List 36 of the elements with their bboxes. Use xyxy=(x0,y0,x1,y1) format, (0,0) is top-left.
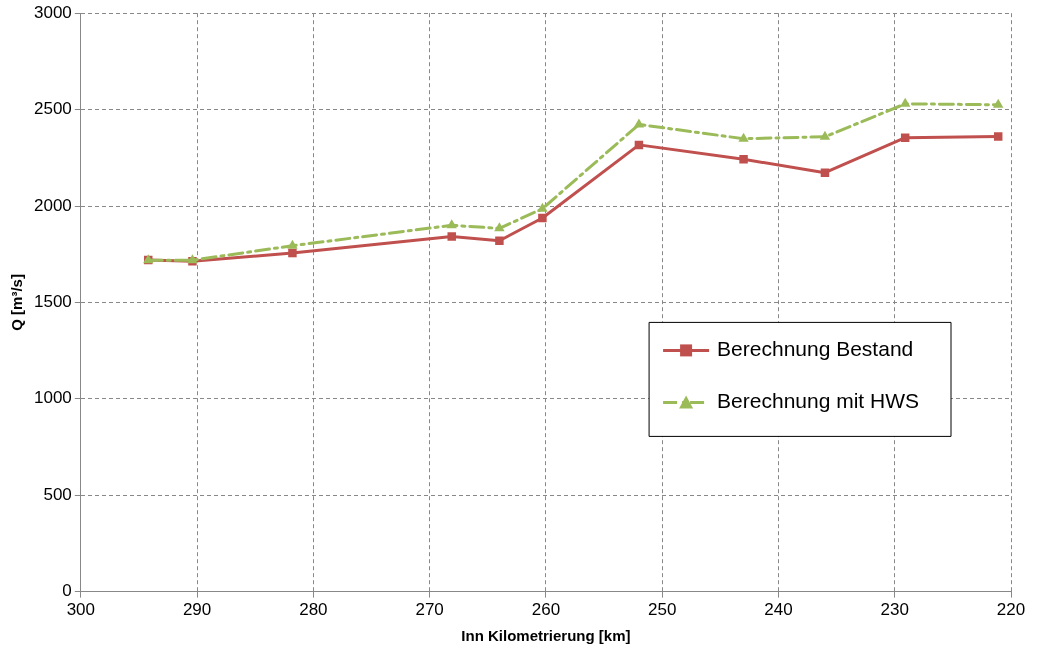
point xyxy=(738,132,749,142)
point xyxy=(446,219,457,229)
point xyxy=(288,248,297,258)
x-tick-label: 250 xyxy=(647,600,677,620)
point xyxy=(739,155,748,164)
legend-label: Berechnung Bestand xyxy=(717,337,914,361)
point xyxy=(447,232,456,241)
y-tick-label: 1000 xyxy=(33,388,72,408)
x-tick-label: 300 xyxy=(66,600,96,620)
x-tick-label: 220 xyxy=(996,600,1026,620)
point xyxy=(900,97,911,107)
x-tick-label: 230 xyxy=(880,600,909,620)
point xyxy=(819,130,831,140)
x-axis-title: Inn Kilometrierung [km] xyxy=(461,627,631,645)
point xyxy=(993,132,1003,141)
point xyxy=(494,222,505,232)
x-tick-label: 260 xyxy=(531,600,561,620)
y-tick-label: 2500 xyxy=(33,99,72,119)
point xyxy=(820,168,830,177)
y-tick-label: 2000 xyxy=(33,195,72,215)
x-tick-label: 270 xyxy=(415,600,444,620)
y-axis-title: Q [m³/s] xyxy=(8,274,26,331)
point xyxy=(495,236,504,245)
x-tick-label: 240 xyxy=(764,600,793,620)
x-tick-label: 290 xyxy=(182,600,212,620)
y-tick-label: 1500 xyxy=(33,292,72,312)
point xyxy=(537,202,548,212)
point xyxy=(633,118,645,128)
point xyxy=(287,239,298,249)
y-tick-label: 3000 xyxy=(33,2,72,22)
y-tick-label: 0 xyxy=(62,581,72,601)
x-tick-label: 280 xyxy=(299,600,328,620)
point xyxy=(993,98,1004,108)
y-tick-label: 500 xyxy=(43,484,72,504)
legend-label: Berechnung mit HWS xyxy=(717,389,920,413)
point xyxy=(538,213,547,223)
